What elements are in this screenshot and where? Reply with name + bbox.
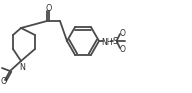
Text: O: O [120,44,126,53]
Text: O: O [1,77,7,86]
Text: N: N [19,64,25,73]
Text: NH: NH [101,37,113,46]
Text: S: S [112,36,118,45]
Text: O: O [120,28,126,37]
Text: O: O [45,4,52,12]
